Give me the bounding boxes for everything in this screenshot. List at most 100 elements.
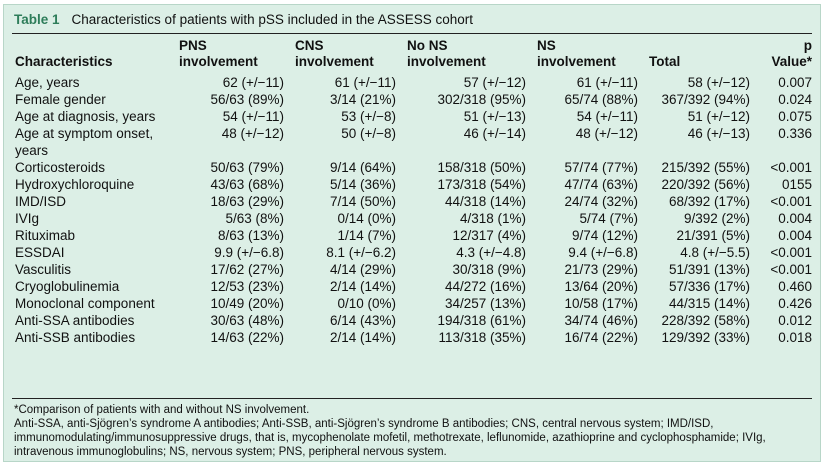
row-label: IMD/ISD xyxy=(15,194,67,209)
table-row: IMD/ISD 18/63 (29%) 7/14 (50%) 44/318 (14%)… xyxy=(12,193,814,210)
value-cell: 9/392 (2%) xyxy=(683,211,750,226)
column-header: No NS involvement xyxy=(404,37,534,74)
p-value-cell: 0.004 xyxy=(778,211,812,226)
table-number: Table 1 xyxy=(14,12,60,27)
column-header-line: involvement xyxy=(295,54,374,69)
value-cell: 16/74 (22%) xyxy=(564,330,638,345)
row-label: ESSDAI xyxy=(15,245,65,260)
p-value-cell: 0.024 xyxy=(778,92,812,107)
value-cell: 61 (+/−11) xyxy=(576,75,638,90)
table-body: Age, years 62 (+/−11) 61 (+/−11) 57 (+/−12)… xyxy=(12,74,814,346)
column-header-line: Characteristics xyxy=(15,54,113,69)
p-value-cell: <0.001 xyxy=(770,194,812,209)
value-cell: 21/73 (29%) xyxy=(564,262,638,277)
p-value-cell: 0.336 xyxy=(778,126,812,141)
table-row: Age at diagnosis, years 54 (+/−11) 53 (+/−… xyxy=(12,108,814,125)
value-cell: 4.3 (+/−4.8) xyxy=(456,245,526,260)
value-cell: 44/315 (14%) xyxy=(668,296,750,311)
table-row: Age, years 62 (+/−11) 61 (+/−11) 57 (+/−12)… xyxy=(12,74,814,91)
column-header-line: No NS xyxy=(407,38,448,53)
value-cell: 5/63 (8%) xyxy=(225,211,284,226)
table-panel: Table 1 Characteristics of patients with … xyxy=(3,4,821,462)
value-cell: 220/392 (56%) xyxy=(661,177,750,192)
value-cell: 54 (+/−11) xyxy=(576,109,638,124)
column-header: Characteristics xyxy=(12,37,176,74)
row-label: IVIg xyxy=(15,211,40,226)
column-header-line: involvement xyxy=(407,54,486,69)
footnote: Anti-SSA, anti-Sjögren’s syndrome A anti… xyxy=(14,418,766,458)
row-label: Corticosteroids xyxy=(15,160,106,175)
table-title: Table 1 Characteristics of patients with … xyxy=(14,12,473,27)
value-cell: 44/272 (16%) xyxy=(444,279,526,294)
column-header-line: Value* xyxy=(771,54,812,69)
row-label: Anti-SSA antibodies xyxy=(15,313,135,328)
column-header-line: NS xyxy=(537,38,556,53)
value-cell: 57/74 (77%) xyxy=(564,160,638,175)
p-value-cell: 0155 xyxy=(781,177,812,192)
value-cell: 3/14 (21%) xyxy=(329,92,396,107)
value-cell: 51/391 (13%) xyxy=(668,262,750,277)
value-cell: 34/257 (13%) xyxy=(444,296,526,311)
value-cell: 0/14 (0%) xyxy=(337,211,396,226)
table-row: Corticosteroids 50/63 (79%) 9/14 (64%) 158/… xyxy=(12,159,814,176)
value-cell: 4/14 (29%) xyxy=(329,262,396,277)
column-header: p Value* xyxy=(758,37,814,74)
value-cell: 173/318 (54%) xyxy=(437,177,526,192)
value-cell: 158/318 (50%) xyxy=(437,160,526,175)
table-row: Vasculitis 17/62 (27%) 4/14 (29%) 30/318 (9… xyxy=(12,261,814,278)
table-caption: Characteristics of patients with pSS inc… xyxy=(71,12,473,27)
value-cell: 4/318 (1%) xyxy=(459,211,526,226)
value-cell: 62 (+/−11) xyxy=(222,75,284,90)
value-cell: 56/63 (89%) xyxy=(210,92,284,107)
value-cell: 51 (+/−12) xyxy=(687,109,750,124)
table-row: Cryoglobulinemia 12/53 (23%) 2/14 (14%) 44/… xyxy=(12,278,814,295)
table-row: Anti-SSB antibodies 14/63 (22%) 2/14 (14%)… xyxy=(12,329,814,346)
value-cell: 14/63 (22%) xyxy=(210,330,284,345)
column-header-line: involvement xyxy=(537,54,616,69)
row-label: Cryoglobulinemia xyxy=(15,279,120,294)
p-value-cell: 0.012 xyxy=(778,313,812,328)
value-cell: 12/53 (23%) xyxy=(210,279,284,294)
value-cell: 5/14 (36%) xyxy=(329,177,396,192)
value-cell: 57/336 (17%) xyxy=(668,279,750,294)
value-cell: 18/63 (29%) xyxy=(210,194,284,209)
value-cell: 5/74 (7%) xyxy=(579,211,638,226)
header-row: Characteristics PNS involvement CNS involvem… xyxy=(12,37,814,74)
column-header-line: Total xyxy=(649,54,681,69)
bottom-rule xyxy=(12,398,812,399)
column-header: CNS involvement xyxy=(292,37,404,74)
value-cell: 7/14 (50%) xyxy=(329,194,396,209)
value-cell: 57 (+/−12) xyxy=(463,75,526,90)
footnotes: *Comparison of patients with and without… xyxy=(14,403,814,459)
value-cell: 6/14 (43%) xyxy=(329,313,396,328)
value-cell: 17/62 (27%) xyxy=(210,262,284,277)
column-header-line: PNS xyxy=(179,38,207,53)
value-cell: 48 (+/−12) xyxy=(221,126,284,141)
p-value-cell: 0.004 xyxy=(778,228,812,243)
table-row: Age at symptom onset, years 48 (+/−12) 50 … xyxy=(12,125,814,159)
row-label: Hydroxychloroquine xyxy=(15,177,135,192)
value-cell: 43/63 (68%) xyxy=(210,177,284,192)
table-row: Anti-SSA antibodies 30/63 (48%) 6/14 (43%)… xyxy=(12,312,814,329)
value-cell: 129/392 (33%) xyxy=(661,330,750,345)
table-row: Monoclonal component 10/49 (20%) 0/10 (0%)… xyxy=(12,295,814,312)
value-cell: 228/392 (58%) xyxy=(661,313,750,328)
row-label: Female gender xyxy=(15,92,106,107)
p-value-cell: <0.001 xyxy=(770,262,812,277)
table-row: Female gender 56/63 (89%) 3/14 (21%) 302/31… xyxy=(12,91,814,108)
column-header-line: involvement xyxy=(179,54,258,69)
p-value-cell: <0.001 xyxy=(770,160,812,175)
row-label: Age, years xyxy=(15,75,80,90)
row-label: Rituximab xyxy=(15,228,76,243)
value-cell: 1/14 (7%) xyxy=(337,228,396,243)
value-cell: 9.9 (+/−6.8) xyxy=(214,245,284,260)
value-cell: 215/392 (55%) xyxy=(661,160,750,175)
column-header: Total xyxy=(646,37,758,74)
p-value-cell: <0.001 xyxy=(770,245,812,260)
data-table: Characteristics PNS involvement CNS involvem… xyxy=(12,37,814,346)
p-value-cell: 0.075 xyxy=(778,109,812,124)
value-cell: 48 (+/−12) xyxy=(575,126,638,141)
value-cell: 4.8 (+/−5.5) xyxy=(680,245,750,260)
value-cell: 9/74 (12%) xyxy=(571,228,638,243)
value-cell: 0/10 (0%) xyxy=(337,296,396,311)
